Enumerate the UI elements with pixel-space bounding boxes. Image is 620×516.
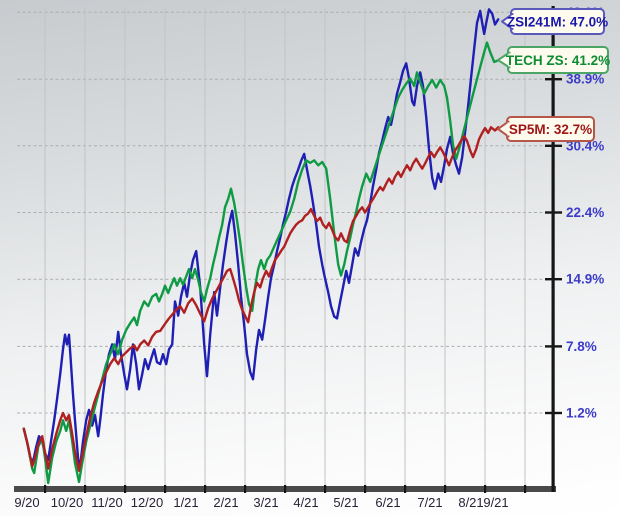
x-tick-label: 3/21 xyxy=(253,495,278,510)
series-line-zsi241m xyxy=(22,8,500,467)
x-axis-tick xyxy=(404,485,407,493)
x-axis-tick xyxy=(364,485,367,493)
y-axis-tick xyxy=(545,211,562,214)
x-axis-tick xyxy=(164,485,167,493)
axes xyxy=(14,6,562,493)
y-axis-tick xyxy=(545,144,562,147)
x-tick-label: 11/20 xyxy=(91,495,123,510)
y-axis-spine xyxy=(551,6,555,492)
callout-label: TECH ZS: 41.2% xyxy=(506,53,610,68)
callout-label: SP5M: 32.7% xyxy=(509,122,592,137)
x-tick-label: 7/21 xyxy=(417,495,442,510)
x-tick-label: 2/21 xyxy=(213,495,238,510)
x-tick-label: 1/21 xyxy=(173,495,198,510)
callout-tech-zs: TECH ZS: 41.2% xyxy=(497,46,610,74)
callout-arrow xyxy=(497,120,510,138)
x-axis-tick xyxy=(44,485,47,493)
x-axis-tick xyxy=(204,485,207,493)
x-tick-label: 6/21 xyxy=(375,495,400,510)
y-axis-tick xyxy=(545,278,562,281)
x-axis-tick xyxy=(124,485,127,493)
callout-arrow-join xyxy=(507,122,511,136)
y-axis-tick xyxy=(545,78,562,81)
x-tick-label: 5/21 xyxy=(333,495,358,510)
x-axis-tick xyxy=(84,485,87,493)
callout-sp5m: SP5M: 32.7% xyxy=(497,116,595,142)
callout-arrow-join xyxy=(511,15,515,28)
callout-zsi241m: ZSI241M: 47.0% xyxy=(501,8,608,35)
y-axis-tick xyxy=(545,345,562,348)
y-tick-label: 14.9% xyxy=(566,272,604,287)
y-tick-label: 30.4% xyxy=(566,138,604,153)
x-axis-tick xyxy=(244,485,247,493)
x-tick-label: 4/21 xyxy=(293,495,318,510)
x-tick-label: 8/21 xyxy=(458,495,483,510)
y-tick-label: 1.2% xyxy=(566,406,597,421)
x-tick-label: 10/20 xyxy=(51,495,84,510)
y-tick-label: 38.9% xyxy=(566,72,604,87)
x-tick-label: 9/20 xyxy=(14,495,39,510)
callout-label: ZSI241M: 47.0% xyxy=(507,15,608,30)
x-tick-label: 9/21 xyxy=(483,495,508,510)
x-axis-tick xyxy=(444,485,447,493)
x-axis-tick xyxy=(324,485,327,493)
callout-arrow-join xyxy=(508,53,512,67)
series-line-sp5m xyxy=(22,126,500,472)
y-tick-label: 22.4% xyxy=(566,205,604,220)
y-axis-tick xyxy=(545,411,562,415)
x-axis-tick xyxy=(484,485,487,493)
y-tick-label: 7.8% xyxy=(566,339,597,354)
x-axis-tick xyxy=(524,485,527,493)
x-tick-label: 12/20 xyxy=(131,495,164,510)
x-axis-tick xyxy=(284,485,287,493)
